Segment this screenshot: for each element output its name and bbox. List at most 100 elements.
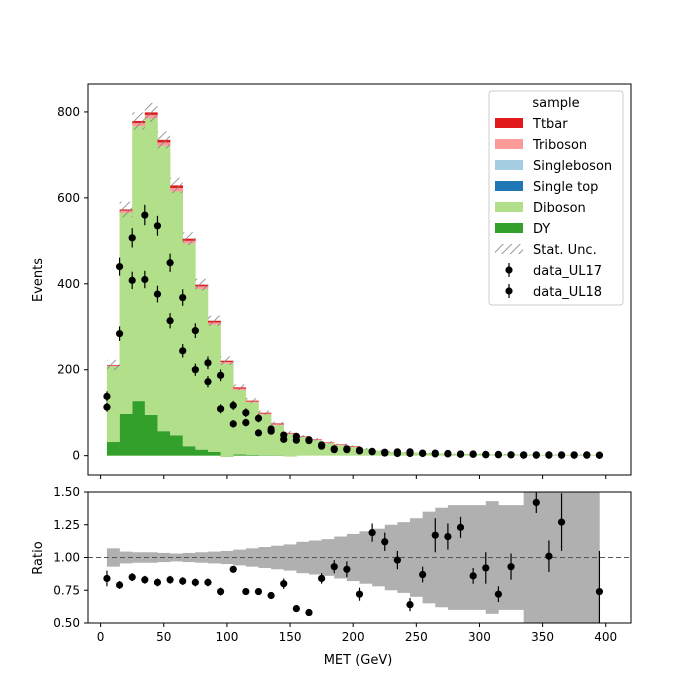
ratio-point xyxy=(292,604,300,613)
legend-swatch xyxy=(495,223,523,233)
hist-bar xyxy=(207,451,221,456)
ratio-band-bin xyxy=(182,552,196,563)
legend-entry: DY xyxy=(495,222,550,237)
ratio-point xyxy=(141,576,149,584)
ratio-plot-area xyxy=(88,492,631,623)
ratio-band-bin xyxy=(296,541,310,574)
hist-bar xyxy=(346,447,360,456)
hist-bar xyxy=(144,414,158,456)
stat-unc-bin xyxy=(195,278,208,291)
stat-unc-bin xyxy=(511,453,524,455)
stat-unc-bin xyxy=(473,453,486,455)
data-point xyxy=(115,263,124,271)
ratio-point xyxy=(545,552,553,560)
y-tick-label: 0 xyxy=(72,449,80,463)
legend-label: Stat. Unc. xyxy=(533,243,597,258)
legend-swatch xyxy=(495,139,523,149)
hist-bar xyxy=(447,453,461,456)
x-tick-label: 300 xyxy=(468,630,491,644)
data-point xyxy=(305,437,313,445)
legend-entry: Triboson xyxy=(495,138,587,153)
stat-unc-bin xyxy=(536,454,549,456)
ratio-point xyxy=(469,572,477,580)
stat-unc-bin xyxy=(283,431,297,435)
ratio-point xyxy=(318,574,326,583)
data-point xyxy=(179,347,187,355)
stat-unc-bin xyxy=(485,453,499,455)
data-point xyxy=(330,446,338,454)
ratio-point xyxy=(330,563,338,571)
x-tick-label: 150 xyxy=(279,630,302,644)
ratio-point xyxy=(419,570,427,579)
stat-unc-bin xyxy=(561,454,575,456)
data-point xyxy=(153,222,162,230)
stat-unc-bin xyxy=(384,450,398,453)
stat-unc-bin xyxy=(447,453,461,455)
legend-swatch xyxy=(495,202,523,212)
ratio-point xyxy=(368,529,376,537)
stat-unc-bin xyxy=(523,454,537,456)
ratio-band-bin xyxy=(144,552,158,563)
ratio-point xyxy=(280,580,288,588)
data-point xyxy=(570,451,578,459)
data-point xyxy=(191,366,199,374)
hist-bar xyxy=(132,126,146,402)
ratio-y-tick-label: 1.00 xyxy=(53,551,80,565)
ratio-point xyxy=(267,591,275,600)
x-tick-label: 200 xyxy=(342,630,365,644)
hist-bar xyxy=(258,455,272,456)
stat-unc-bin xyxy=(586,454,600,456)
ratio-point xyxy=(166,576,174,584)
legend-swatch xyxy=(495,244,523,254)
ratio-y-tick-label: 1.50 xyxy=(53,485,80,499)
data-point xyxy=(204,359,212,367)
ratio-point xyxy=(431,531,439,539)
stat-unc-bin xyxy=(144,102,158,122)
data-point xyxy=(166,317,174,325)
legend-label: Single top xyxy=(533,180,598,195)
ratio-point xyxy=(128,573,136,581)
stat-unc-bin xyxy=(296,435,309,438)
data-point xyxy=(216,371,225,379)
legend-entry: Ttbar xyxy=(495,117,568,132)
data-point xyxy=(355,447,364,455)
data-point xyxy=(444,450,452,458)
ratio-point xyxy=(204,578,212,586)
data-point xyxy=(507,451,515,459)
data-point xyxy=(128,234,136,242)
hist-bar xyxy=(359,448,373,456)
series-data_ul18 xyxy=(103,270,604,459)
hist-bar xyxy=(195,449,209,456)
hist-bar xyxy=(144,118,158,415)
main-y-axis: 0 200 400 600 800 xyxy=(57,105,88,463)
data-point xyxy=(381,449,389,457)
data-point xyxy=(191,327,199,335)
stat-unc-bin xyxy=(245,398,259,404)
ratio-band-bin xyxy=(536,492,550,623)
ratio-band-bin xyxy=(207,551,221,564)
hist-bar xyxy=(460,453,474,456)
ratio-panel: 0.50 0.75 1.00 1.25 1.50 0 50 100 150 200 250 300 3… xyxy=(31,485,632,668)
ratio-band-bin xyxy=(447,505,461,610)
data-point xyxy=(482,451,490,459)
hist-bar xyxy=(384,451,398,456)
legend-label: DY xyxy=(533,222,550,237)
hist-bar xyxy=(132,401,146,456)
data-point xyxy=(292,436,300,444)
ratio-point xyxy=(343,565,351,573)
data-point xyxy=(141,211,149,219)
data-point xyxy=(595,451,604,459)
ratio-point xyxy=(115,581,124,589)
ratio-y-tick-label: 1.25 xyxy=(53,518,80,532)
ratio-point xyxy=(191,578,199,586)
legend-entry: data_UL18 xyxy=(505,284,602,300)
stat-unc-bin xyxy=(359,447,373,450)
data-point xyxy=(557,451,566,459)
y-tick-label: 800 xyxy=(57,105,80,119)
hist-bar xyxy=(435,453,449,456)
hist-bar xyxy=(485,454,499,456)
stack-diboson xyxy=(106,118,600,457)
y-tick-label: 600 xyxy=(57,191,80,205)
ratio-x-axis: 0 50 100 150 200 250 300 350 400 xyxy=(97,623,617,644)
